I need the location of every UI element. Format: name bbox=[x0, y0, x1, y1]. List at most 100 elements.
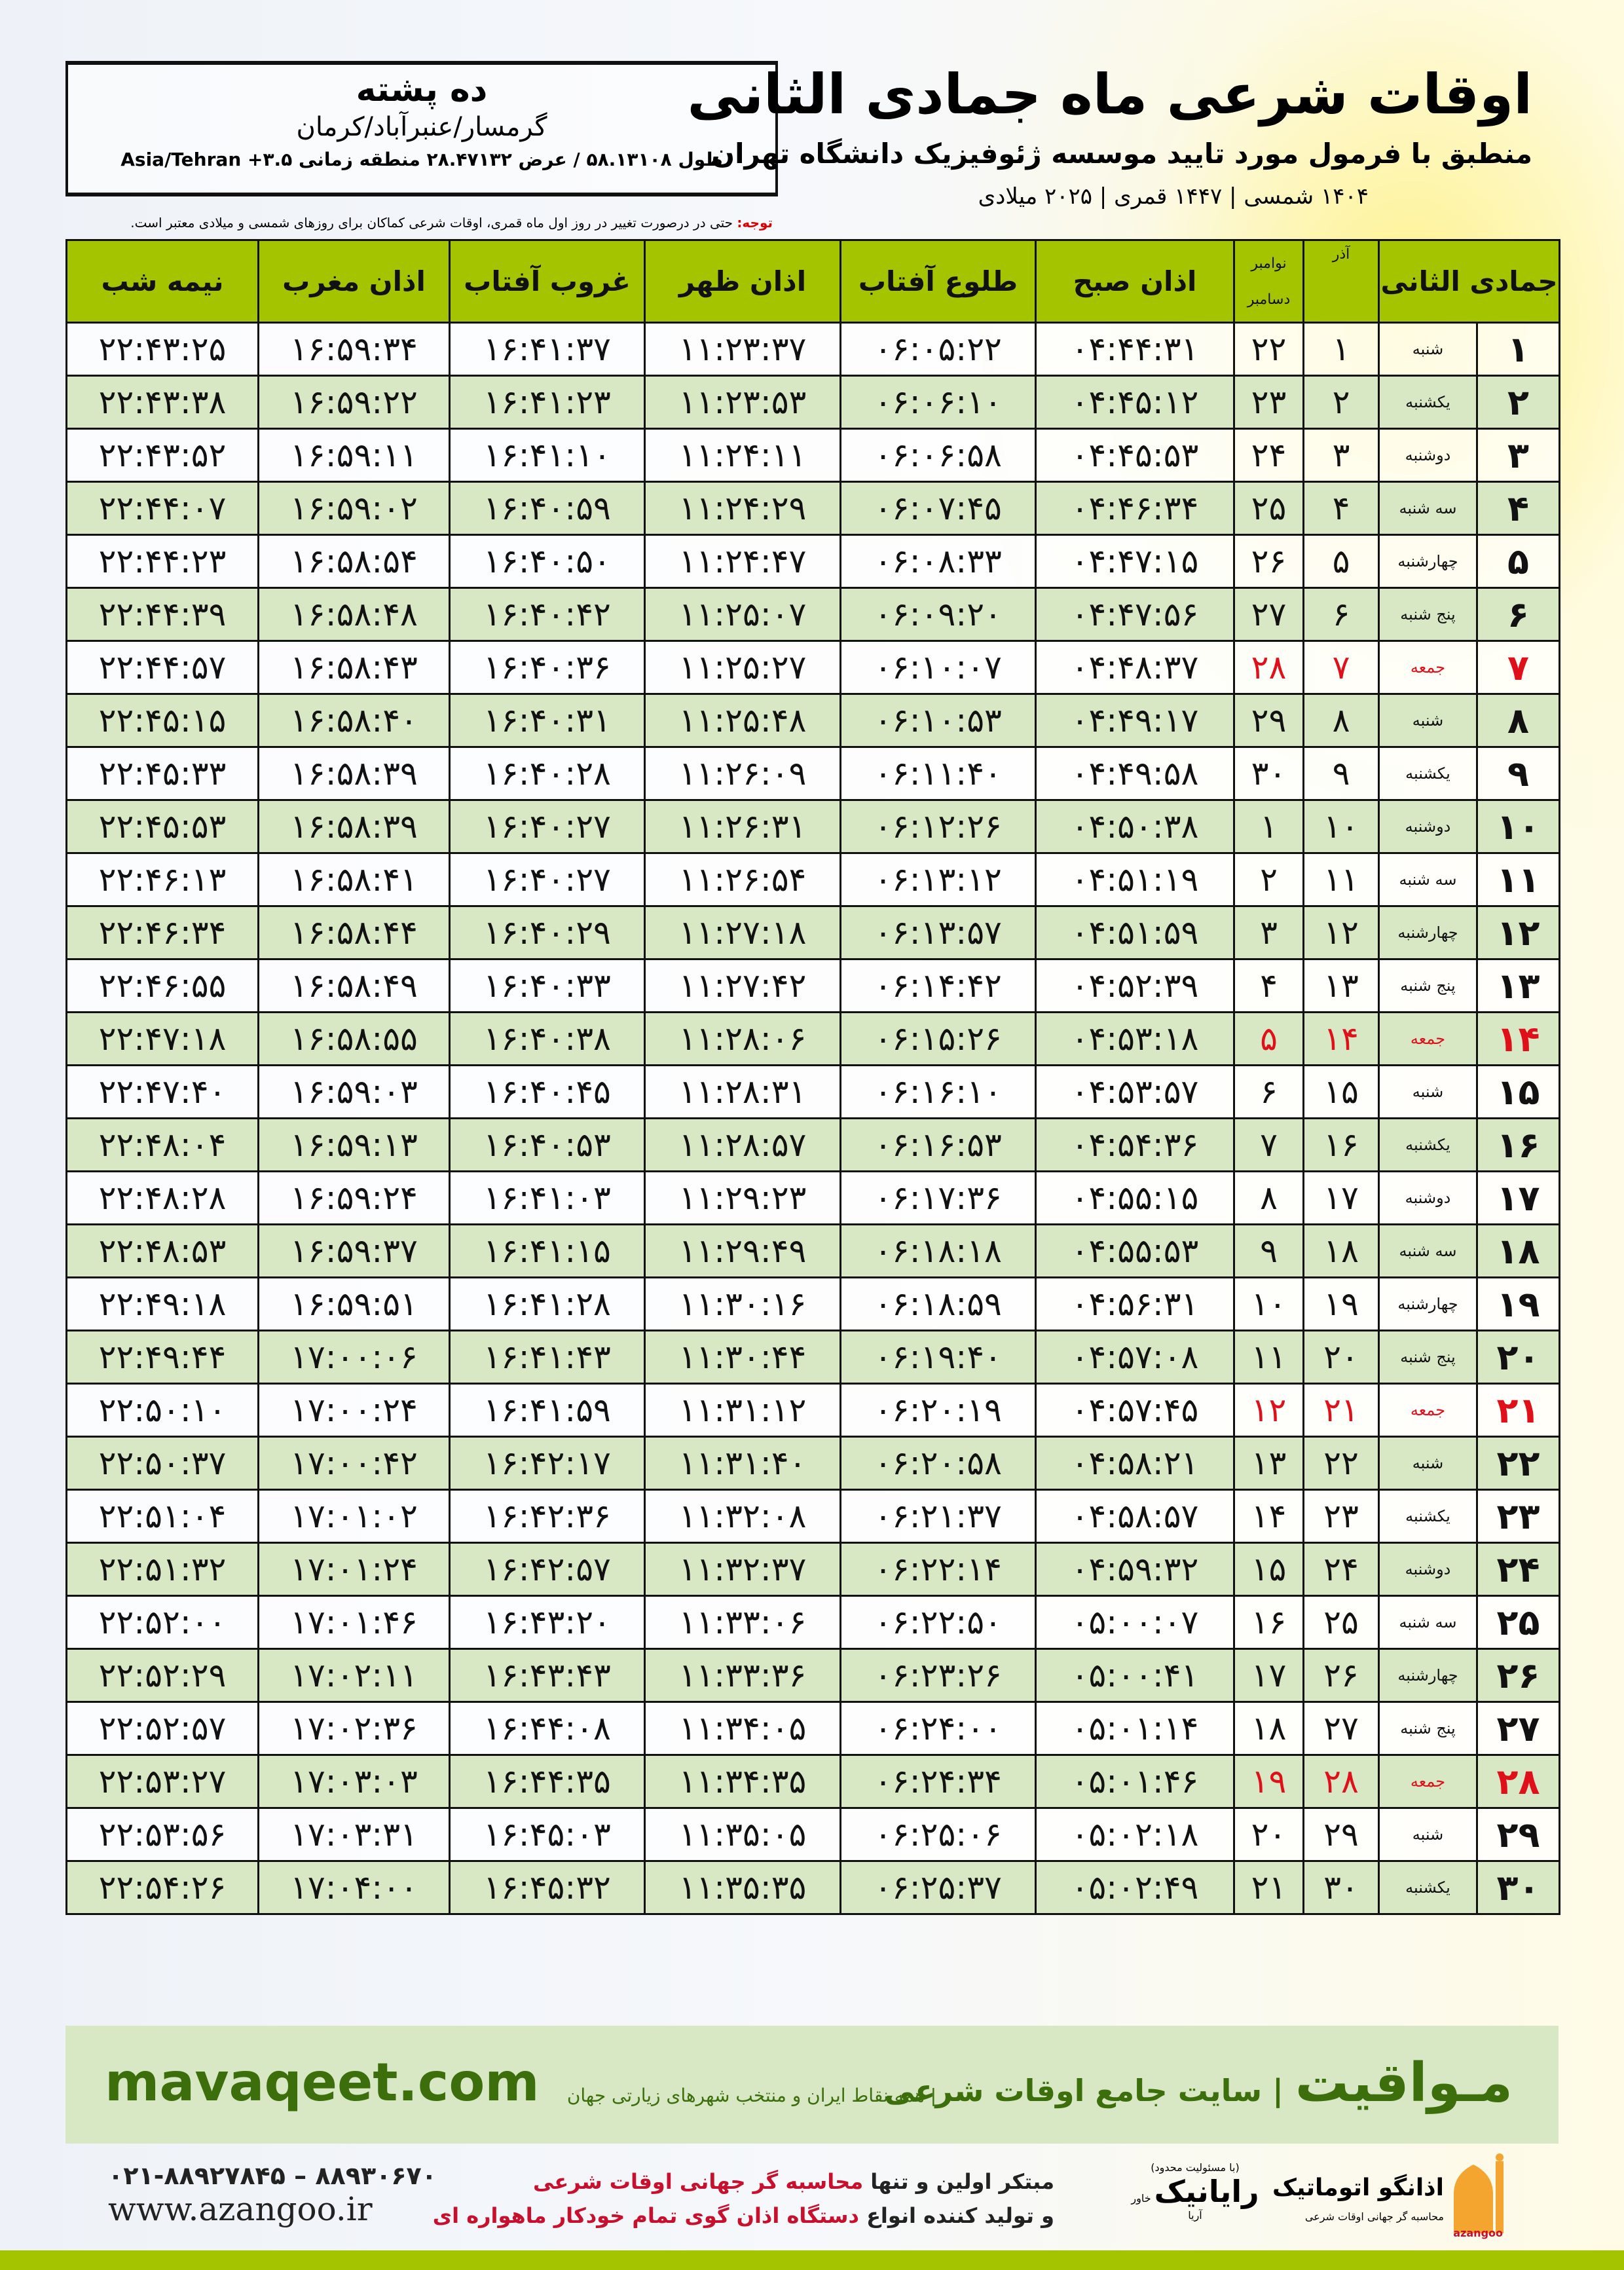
sunset-time: ۱۶:۴۱:۴۳ bbox=[449, 1330, 646, 1385]
dhuhr-time: ۱۱:۳۳:۰۶ bbox=[644, 1595, 841, 1650]
dhuhr-time: ۱۱:۳۴:۰۵ bbox=[644, 1701, 841, 1756]
azar-day: ۲ bbox=[1302, 375, 1380, 430]
fajr-time: ۰۴:۵۹:۳۲ bbox=[1035, 1542, 1235, 1597]
azangoo-link[interactable]: www.azangoo.ir bbox=[108, 2190, 373, 2228]
midnight-time: ۲۲:۴۷:۱۸ bbox=[65, 1011, 259, 1066]
sunrise-time: ۰۶:۰۹:۲۰ bbox=[840, 587, 1037, 642]
sunrise-time: ۰۶:۱۰:۰۷ bbox=[840, 640, 1037, 695]
fajr-time: ۰۴:۵۸:۵۷ bbox=[1035, 1489, 1235, 1544]
dhuhr-time: ۱۱:۳۲:۰۸ bbox=[644, 1489, 841, 1544]
gregorian-day: ۲۶ bbox=[1233, 534, 1304, 589]
azar-day: ۲۲ bbox=[1302, 1436, 1380, 1491]
gregorian-day: ۲ bbox=[1233, 852, 1304, 907]
mavaqeet-logo: مـواقیت bbox=[1295, 2052, 1513, 2114]
table-row: ۱۰ دوشنبه ۱۰ ۱ ۰۴:۵۰:۳۸ ۰۶:۱۲:۲۶ ۱۱:۲۶:۳۱ ۱۶:۴۰… bbox=[65, 799, 1560, 854]
gregorian-day: ۲۱ bbox=[1233, 1860, 1304, 1915]
lunar-day: ۱۴ bbox=[1476, 1011, 1560, 1066]
dhuhr-time: ۱۱:۳۱:۱۲ bbox=[644, 1383, 841, 1438]
weekday: شنبه bbox=[1378, 1064, 1478, 1119]
gregorian-day: ۱۲ bbox=[1233, 1383, 1304, 1438]
sunrise-time: ۰۶:۱۶:۵۳ bbox=[840, 1117, 1037, 1172]
azar-day: ۲۱ bbox=[1302, 1383, 1380, 1438]
sunset-time: ۱۶:۴۰:۳۸ bbox=[449, 1011, 646, 1066]
azar-day: ۷ bbox=[1302, 640, 1380, 695]
fajr-time: ۰۵:۰۱:۴۶ bbox=[1035, 1754, 1235, 1809]
sunrise-time: ۰۶:۱۲:۲۶ bbox=[840, 799, 1037, 854]
weekday: دوشنبه bbox=[1378, 1170, 1478, 1225]
lunar-day: ۴ bbox=[1476, 481, 1560, 536]
dhuhr-time: ۱۱:۲۴:۲۹ bbox=[644, 481, 841, 536]
gregorian-day: ۱۸ bbox=[1233, 1701, 1304, 1756]
fajr-time: ۰۴:۴۵:۱۲ bbox=[1035, 375, 1235, 430]
note-text: حتی در درصورت تغییر در روز اول ماه قمری،… bbox=[130, 215, 737, 231]
sunset-time: ۱۶:۴۱:۲۳ bbox=[449, 375, 646, 430]
lunar-day: ۲۰ bbox=[1476, 1330, 1560, 1385]
lunar-day: ۱۵ bbox=[1476, 1064, 1560, 1119]
header-nov: نوامبر bbox=[1251, 255, 1287, 272]
midnight-time: ۲۲:۴۶:۵۵ bbox=[65, 958, 259, 1013]
gregorian-day: ۱۹ bbox=[1233, 1754, 1304, 1809]
gregorian-day: ۱۰ bbox=[1233, 1276, 1304, 1331]
bottom-strip bbox=[0, 2250, 1624, 2270]
sunset-time: ۱۶:۴۲:۳۶ bbox=[449, 1489, 646, 1544]
dhuhr-time: ۱۱:۳۴:۳۵ bbox=[644, 1754, 841, 1809]
fajr-time: ۰۵:۰۲:۴۹ bbox=[1035, 1860, 1235, 1915]
sunrise-time: ۰۶:۰۶:۵۸ bbox=[840, 428, 1037, 483]
azar-day: ۲۴ bbox=[1302, 1542, 1380, 1597]
table-row: ۲۹ شنبه ۲۹ ۲۰ ۰۵:۰۲:۱۸ ۰۶:۲۵:۰۶ ۱۱:۳۵:۰۵ ۱۶:۴۵:… bbox=[65, 1807, 1560, 1862]
promo-line1-a: مبتکر اولین و تنها bbox=[863, 2169, 1054, 2194]
maghrib-time: ۱۶:۵۸:۳۹ bbox=[257, 799, 451, 854]
table-row: ۱۸ سه شنبه ۱۸ ۹ ۰۴:۵۵:۵۳ ۰۶:۱۸:۱۸ ۱۱:۲۹:۴۹ ۱۶:۴… bbox=[65, 1223, 1560, 1278]
azar-day: ۹ bbox=[1302, 746, 1380, 801]
azar-day: ۲۸ bbox=[1302, 1754, 1380, 1809]
promo-line1-b: محاسبه گر جهانی اوقات شرعی bbox=[533, 2169, 864, 2194]
dhuhr-time: ۱۱:۲۸:۰۶ bbox=[644, 1011, 841, 1066]
fajr-time: ۰۵:۰۰:۰۷ bbox=[1035, 1595, 1235, 1650]
maghrib-time: ۱۷:۰۲:۱۱ bbox=[257, 1648, 451, 1703]
header-month: جمادی الثانی bbox=[1378, 239, 1560, 324]
lunar-day: ۱۶ bbox=[1476, 1117, 1560, 1172]
midnight-time: ۲۲:۴۹:۱۸ bbox=[65, 1276, 259, 1331]
maghrib-time: ۱۷:۰۴:۰۰ bbox=[257, 1860, 451, 1915]
table-header: جمادی الثانی آذر نوامبر دسامبر اذان صبح … bbox=[65, 239, 1560, 324]
location-path: گرمسار/عنبرآباد/کرمان bbox=[296, 112, 547, 142]
sunrise-time: ۰۶:۲۱:۳۷ bbox=[840, 1489, 1037, 1544]
sunrise-time: ۰۶:۰۸:۳۳ bbox=[840, 534, 1037, 589]
sunset-time: ۱۶:۴۰:۴۵ bbox=[449, 1064, 646, 1119]
location-box: ده پشته گرمسار/عنبرآباد/کرمان طول ۵۸.۱۳۱… bbox=[65, 61, 778, 196]
midnight-time: ۲۲:۴۵:۵۳ bbox=[65, 799, 259, 854]
weekday: شنبه bbox=[1378, 322, 1478, 377]
header-sunrise: طلوع آفتاب bbox=[840, 239, 1037, 324]
weekday: جمعه bbox=[1378, 1383, 1478, 1438]
fajr-time: ۰۴:۴۷:۱۵ bbox=[1035, 534, 1235, 589]
dhuhr-time: ۱۱:۲۶:۰۹ bbox=[644, 746, 841, 801]
table-row: ۲۸ جمعه ۲۸ ۱۹ ۰۵:۰۱:۴۶ ۰۶:۲۴:۳۴ ۱۱:۳۴:۳۵ ۱۶:۴۴:… bbox=[65, 1754, 1560, 1809]
midnight-time: ۲۲:۴۶:۱۳ bbox=[65, 852, 259, 907]
midnight-time: ۲۲:۵۴:۲۶ bbox=[65, 1860, 259, 1915]
maghrib-time: ۱۶:۵۸:۴۴ bbox=[257, 905, 451, 960]
mavaqeet-link[interactable]: mavaqeet.com bbox=[105, 2052, 540, 2113]
maghrib-time: ۱۶:۵۸:۴۹ bbox=[257, 958, 451, 1013]
midnight-time: ۲۲:۵۰:۱۰ bbox=[65, 1383, 259, 1438]
azar-day: ۱۳ bbox=[1302, 958, 1380, 1013]
weekday: دوشنبه bbox=[1378, 1542, 1478, 1597]
gregorian-day: ۱۵ bbox=[1233, 1542, 1304, 1597]
midnight-time: ۲۲:۵۱:۳۲ bbox=[65, 1542, 259, 1597]
midnight-time: ۲۲:۴۴:۵۷ bbox=[65, 640, 259, 695]
dhuhr-time: ۱۱:۲۳:۵۳ bbox=[644, 375, 841, 430]
azar-day: ۱۷ bbox=[1302, 1170, 1380, 1225]
azar-day: ۱۶ bbox=[1302, 1117, 1380, 1172]
gregorian-day: ۱ bbox=[1233, 799, 1304, 854]
rayanik-top: (با مسئولیت محدود) bbox=[1151, 2161, 1240, 2174]
table-row: ۱۱ سه شنبه ۱۱ ۲ ۰۴:۵۱:۱۹ ۰۶:۱۳:۱۲ ۱۱:۲۶:۵۴ ۱۶:۴… bbox=[65, 852, 1560, 907]
gregorian-day: ۱۳ bbox=[1233, 1436, 1304, 1491]
gregorian-day: ۷ bbox=[1233, 1117, 1304, 1172]
fajr-time: ۰۴:۴۹:۵۸ bbox=[1035, 746, 1235, 801]
azar-day: ۲۳ bbox=[1302, 1489, 1380, 1544]
lunar-day: ۱۲ bbox=[1476, 905, 1560, 960]
gregorian-day: ۲۳ bbox=[1233, 375, 1304, 430]
maghrib-time: ۱۶:۵۹:۱۳ bbox=[257, 1117, 451, 1172]
midnight-time: ۲۲:۴۴:۲۳ bbox=[65, 534, 259, 589]
sunset-time: ۱۶:۴۰:۳۱ bbox=[449, 693, 646, 748]
maghrib-time: ۱۷:۰۱:۰۲ bbox=[257, 1489, 451, 1544]
